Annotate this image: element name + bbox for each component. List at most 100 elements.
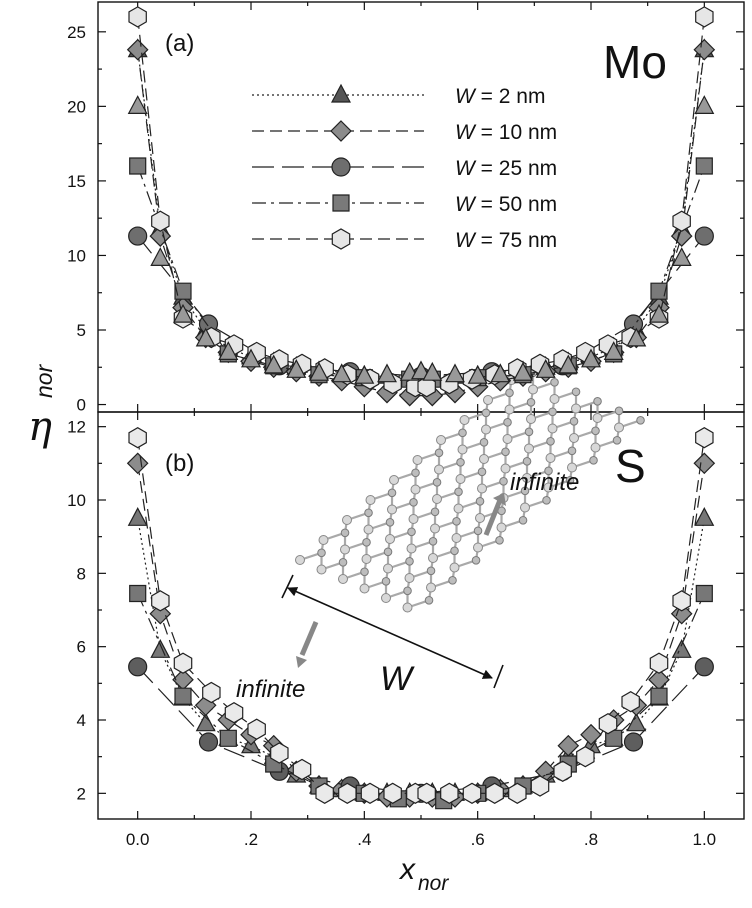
legend-var: W [455,121,477,144]
data-point [672,590,691,612]
series-b-0 [127,507,715,801]
atom-mo [593,397,602,406]
data-point [338,782,357,804]
legend-marker [332,194,350,212]
atom-s [567,462,577,473]
data-point [195,712,216,732]
data-point [605,729,623,747]
atom-s [387,504,397,515]
data-point [535,359,556,378]
legend-eq: = 10 nm [475,121,557,144]
data-point [603,341,624,360]
legend-var: W [455,85,477,108]
atom-mo [520,486,530,496]
y-axis-title-main: η [28,404,52,450]
data-point [695,157,713,175]
data-point [598,713,618,735]
atom-mo [477,467,487,477]
infinite-arrow-bottom [299,621,319,656]
atom-mo [471,556,481,565]
data-point [149,602,172,625]
y-axis-title-sub: nor [31,363,57,398]
data-point [621,691,640,713]
data-point [530,775,550,797]
atom-s [318,535,329,545]
data-point [241,348,261,368]
y-tick-label: 8 [77,564,86,583]
data-point [151,210,170,232]
data-point [377,363,397,383]
data-point [626,327,647,347]
atom-s [389,475,399,485]
data-point [354,364,375,384]
atom-s [502,434,513,444]
atom-mo [403,586,412,596]
data-point [174,282,192,300]
atom-s [614,422,624,433]
y-tick-label: 20 [67,97,86,116]
x-axis-title-main: x [398,853,416,886]
atom-mo [405,557,414,566]
atom-s [543,482,554,493]
data-point [695,584,713,603]
legend-label: W = 2 nm [455,85,545,108]
data-point [671,639,692,658]
series-line [137,593,705,802]
atom-s [571,403,581,414]
x-axis-title: x nor [398,853,449,895]
data-point [150,247,171,266]
atom-mo [550,378,559,387]
atom-mo [411,468,420,478]
x-tick-label: .8 [584,830,598,849]
data-point [247,718,266,740]
atom-mo [503,418,512,427]
width-arrow [287,587,493,679]
data-point [127,95,148,115]
atom-s [455,474,466,484]
series-line [137,666,705,794]
legend-marker [331,83,351,103]
atom-s [500,463,511,474]
y-tick-label: 5 [77,321,86,340]
atom-s [338,574,348,584]
atom-mo [409,498,418,507]
atom-mo [565,476,575,485]
legend-entry-3: W = 50 nm [252,193,557,216]
atom-mo [473,526,483,536]
atom-mo [360,567,369,577]
data-point [650,687,668,705]
atom-mo [338,558,348,567]
x-tick-label: 1.0 [693,830,717,849]
atom-s [404,573,415,583]
atom-mo [475,497,485,506]
atom-mo [589,456,598,465]
atom-s [549,394,560,404]
panel-label-a: (a) [165,30,194,57]
legend-label: W = 10 nm [455,121,557,144]
data-point [127,507,148,526]
data-point [670,602,693,625]
y-tick-label: 10 [67,246,86,265]
data-point [128,6,147,28]
data-point [315,782,334,804]
panel-a-plot [126,6,716,407]
series-a-5 [127,95,715,384]
data-point [694,507,715,526]
series-a-1 [126,38,716,407]
atom-s [522,473,532,483]
atom-mo [381,577,391,586]
atom-s [410,484,421,495]
series-b-2 [128,657,714,803]
atom-mo [456,458,465,467]
atom-s [436,435,446,445]
y-tick-label: 2 [77,784,86,803]
data-point [128,657,148,677]
atom-s [504,404,515,415]
atom-mo [448,576,457,585]
atom-mo [481,408,491,418]
y-tick-label: 25 [67,23,86,42]
data-point [309,361,329,381]
atom-s [381,593,391,603]
data-point [485,782,504,804]
data-point [693,452,716,475]
